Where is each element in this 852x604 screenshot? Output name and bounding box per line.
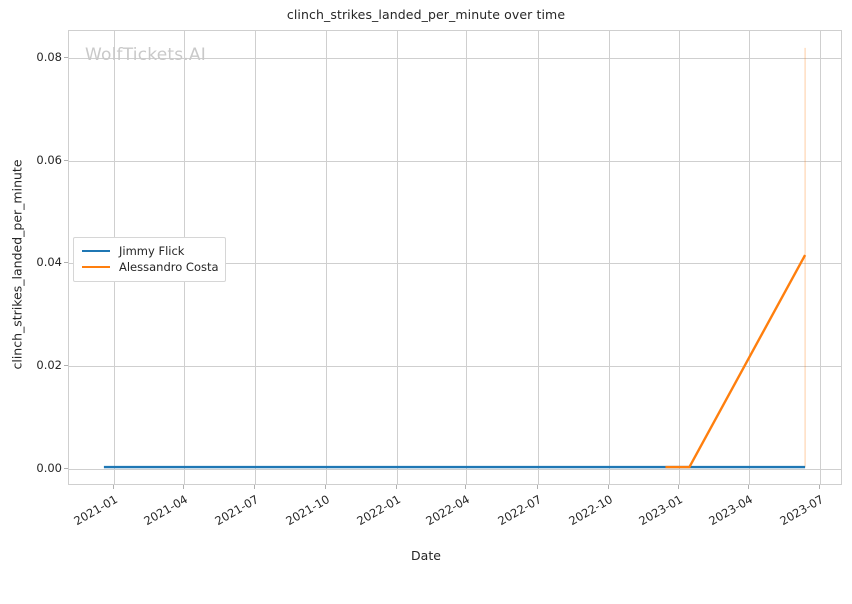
- plot-area: WolfTickets.AI: [68, 30, 842, 485]
- legend-label-jimmy-flick: Jimmy Flick: [119, 244, 185, 258]
- x-tickmark-1: [183, 485, 184, 489]
- gridline-x-2022-04: [466, 31, 467, 484]
- y-tickmark-2: [64, 262, 68, 263]
- y-tick-label-2: 0.04: [36, 255, 62, 269]
- gridline-x-2021-10: [326, 31, 327, 484]
- x-axis-label: Date: [411, 548, 441, 563]
- x-tickmark-3: [325, 485, 326, 489]
- chart-legend[interactable]: Jimmy Flick Alessandro Costa: [73, 237, 226, 282]
- y-tickmark-0: [64, 468, 68, 469]
- y-tickmark-3: [64, 160, 68, 161]
- x-tickmark-9: [748, 485, 749, 489]
- gridline-y-0.02: [69, 366, 841, 367]
- gridline-x-2022-07: [538, 31, 539, 484]
- x-tickmark-6: [537, 485, 538, 489]
- x-tickmark-4: [396, 485, 397, 489]
- gridline-y-0.08: [69, 58, 841, 59]
- legend-swatch-icon-alessandro-costa: [82, 266, 110, 268]
- x-tickmark-2: [254, 485, 255, 489]
- x-tickmark-0: [113, 485, 114, 489]
- gridline-x-2021-07: [255, 31, 256, 484]
- gridline-x-2023-04: [749, 31, 750, 484]
- y-axis-ticks: 0.00 0.02 0.04 0.06 0.08: [0, 0, 62, 575]
- y-tickmark-1: [64, 365, 68, 366]
- y-tick-label-4: 0.08: [36, 50, 62, 64]
- y-tick-label-1: 0.02: [36, 358, 62, 372]
- gridline-x-2023-07: [820, 31, 821, 484]
- y-axis-label: clinch_strikes_landed_per_minute: [9, 159, 25, 370]
- gridline-y-0.06: [69, 161, 841, 162]
- y-tickmark-4: [64, 57, 68, 58]
- legend-label-alessandro-costa: Alessandro Costa: [119, 260, 219, 274]
- series-line-alessandro-costa: [665, 254, 807, 469]
- legend-swatch-icon-jimmy-flick: [82, 250, 110, 252]
- gridline-y-0.00: [69, 469, 841, 470]
- legend-item-jimmy-flick[interactable]: Jimmy Flick: [82, 243, 217, 259]
- series-overlay: [103, 47, 807, 469]
- x-tickmark-5: [465, 485, 466, 489]
- y-tick-label-0: 0.00: [36, 461, 62, 475]
- gridline-x-2022-10: [609, 31, 610, 484]
- x-tickmark-7: [608, 485, 609, 489]
- chart-figure: clinch_strikes_landed_per_minute over ti…: [0, 0, 842, 575]
- gridline-y-0.04: [69, 263, 841, 264]
- gridline-x-2022-01: [397, 31, 398, 484]
- gridline-x-2023-01: [679, 31, 680, 484]
- x-tickmark-8: [678, 485, 679, 489]
- legend-item-alessandro-costa[interactable]: Alessandro Costa: [82, 259, 219, 275]
- chart-title: clinch_strikes_landed_per_minute over ti…: [286, 7, 566, 22]
- x-tickmark-10: [819, 485, 820, 489]
- y-tick-label-3: 0.06: [36, 153, 62, 167]
